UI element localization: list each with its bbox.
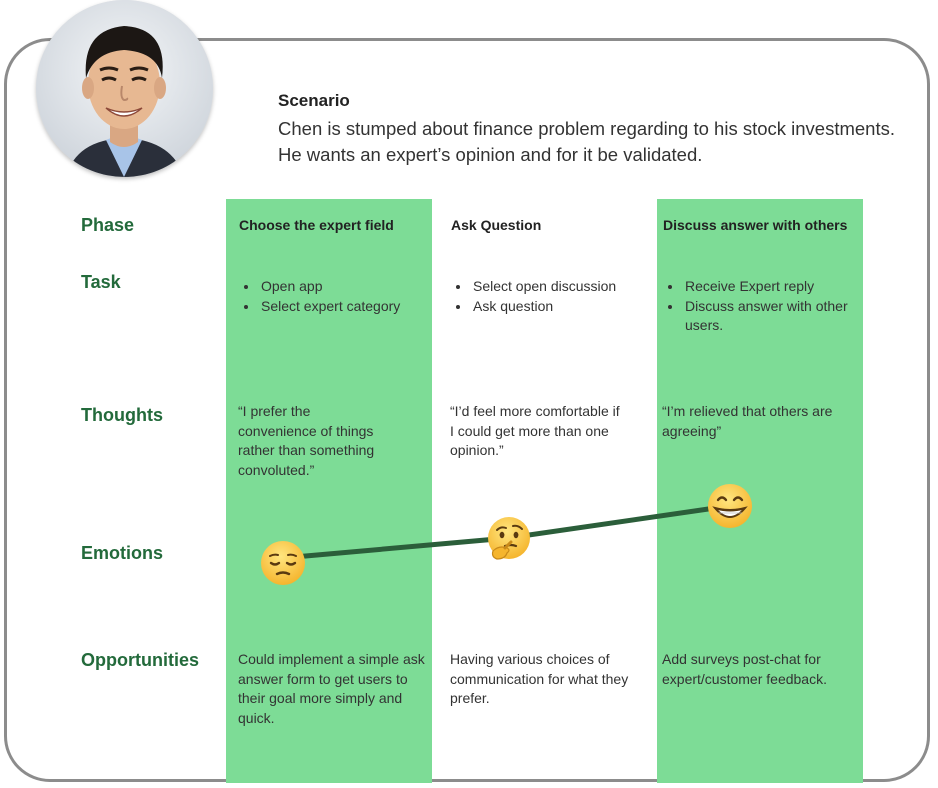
grinning-face-icon — [708, 484, 752, 528]
scenario-title: Scenario — [278, 91, 350, 110]
opportunity-3: Add surveys post-chat for expert/custome… — [662, 650, 827, 689]
task-item: Select expert category — [259, 297, 444, 317]
scenario-line: Chen is stumped about finance problem re… — [278, 118, 895, 139]
scenario-line: He wants an expert’s opinion and for it … — [278, 144, 703, 165]
task-list-1: Open app Select expert category — [239, 277, 444, 316]
thought-2: “I’d feel more comfortable if I could ge… — [450, 402, 620, 461]
thought-line: rather than something — [238, 442, 375, 458]
opportunity-line: Add surveys post-chat for — [662, 651, 821, 667]
stage-3-column — [657, 199, 863, 783]
task-item: Select open discussion — [471, 277, 656, 297]
thinking-face-icon — [488, 517, 530, 560]
thought-3: “I’m relieved that others are agreeing” — [662, 402, 832, 441]
task-item: Discuss answer with other users. — [683, 297, 863, 336]
thought-line: I could get more than one — [450, 422, 609, 439]
phase-1-title: Choose the expert field — [239, 217, 394, 233]
row-label-phase: Phase — [81, 215, 135, 235]
scenario-text: Chen is stumped about finance problem re… — [278, 116, 918, 168]
task-list-3: Receive Expert reply Discuss answer with… — [663, 277, 863, 336]
stage-1-column — [226, 199, 432, 783]
row-label-opportunities: Opportunities — [81, 650, 199, 670]
persona-avatar — [36, 0, 213, 177]
row-label-emotions: Emotions — [81, 543, 164, 563]
thought-line: agreeing” — [662, 422, 722, 439]
opportunity-line: Could implement a simple ask — [238, 651, 425, 667]
task-item: Open app — [259, 277, 444, 297]
task-item: Receive Expert reply — [683, 277, 863, 297]
phase-2-title: Ask Question — [451, 217, 542, 233]
task-item: Ask question — [471, 297, 656, 317]
thought-1: “I prefer the convenience of things rath… — [238, 402, 374, 480]
task-list-2: Select open discussion Ask question — [451, 277, 656, 316]
opportunity-line: prefer. — [450, 690, 490, 706]
thought-line: opinion.” — [450, 442, 504, 458]
row-label-thoughts: Thoughts — [81, 405, 163, 425]
opportunity-2: Having various choices of communication … — [450, 650, 628, 709]
opportunity-1: Could implement a simple ask answer form… — [238, 650, 425, 728]
opportunity-line: expert/customer feedback. — [662, 670, 827, 687]
opportunity-line: answer form to get users to — [238, 670, 408, 687]
row-label-task: Task — [81, 272, 121, 292]
phase-3-title: Discuss answer with others — [663, 217, 848, 233]
opportunity-line: their goal more simply and — [238, 690, 403, 706]
thought-line: “I’d feel more comfortable if — [450, 403, 620, 419]
thought-line: “I’m relieved that others are — [662, 403, 833, 419]
opportunity-line: quick. — [238, 709, 275, 726]
thought-line: convoluted.” — [238, 461, 315, 478]
opportunity-line: Having various choices of — [450, 651, 610, 667]
thought-line: convenience of things — [238, 422, 374, 439]
thought-line: “I prefer the — [238, 403, 311, 419]
opportunity-line: communication for what they — [450, 670, 629, 687]
pensive-face-icon — [261, 541, 305, 585]
person-portrait-icon — [36, 0, 213, 177]
